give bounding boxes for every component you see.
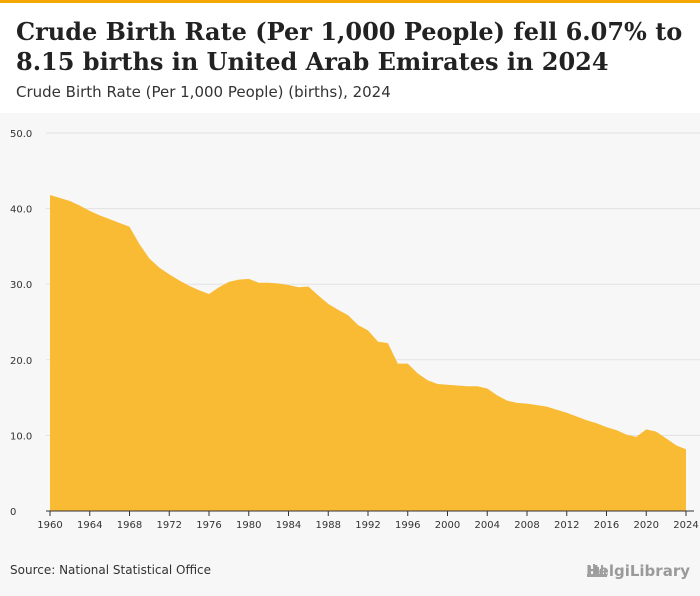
x-tick-label: 2004 [475,520,500,531]
x-axis: 1960 1964 1968 1972 1976 1980 1984 1988 1992 1996… [37,510,699,531]
x-tick-label: 1960 [37,520,62,531]
chart-subtitle: Crude Birth Rate (Per 1,000 People) (bir… [16,83,391,101]
x-tick-label: 1984 [276,520,301,531]
x-tick-label: 1992 [355,520,380,531]
x-tick-label: 1964 [77,520,102,531]
y-tick-label: 10.0 [10,431,32,442]
x-tick-label: 1976 [196,520,221,531]
plot-area [50,194,686,512]
x-tick-label: 1988 [316,520,341,531]
area-series [50,194,686,512]
accent-bar [0,0,700,3]
y-tick-label: 0 [10,507,16,518]
chart-title: Crude Birth Rate (Per 1,000 People) fell… [16,17,683,76]
y-tick-label: 40.0 [10,205,32,216]
helgilibrary-logo[interactable]: HelgiLibrary [586,562,690,580]
x-tick-label: 2012 [554,520,579,531]
y-axis-ticks: 0 10.0 20.0 30.0 40.0 50.0 [10,129,32,518]
x-tick-label: 1996 [395,520,420,531]
y-tick-label: 50.0 [10,129,32,140]
x-tick-label: 2000 [435,520,460,531]
x-tick-label: 2016 [594,520,619,531]
y-tick-label: 30.0 [10,280,32,291]
library-building-icon [587,564,608,577]
x-tick-label: 2024 [673,520,698,531]
x-tick-label: 1980 [236,520,261,531]
y-tick-label: 20.0 [10,356,32,367]
source-note: Source: National Statistical Office [10,563,212,577]
logo-text: HelgiLibrary [586,562,690,580]
x-tick-label: 2008 [514,520,539,531]
x-tick-label: 1968 [117,520,142,531]
chart-header: Crude Birth Rate (Per 1,000 People) fell… [0,3,700,113]
x-tick-label: 2020 [634,520,659,531]
x-tick-label: 1972 [157,520,182,531]
